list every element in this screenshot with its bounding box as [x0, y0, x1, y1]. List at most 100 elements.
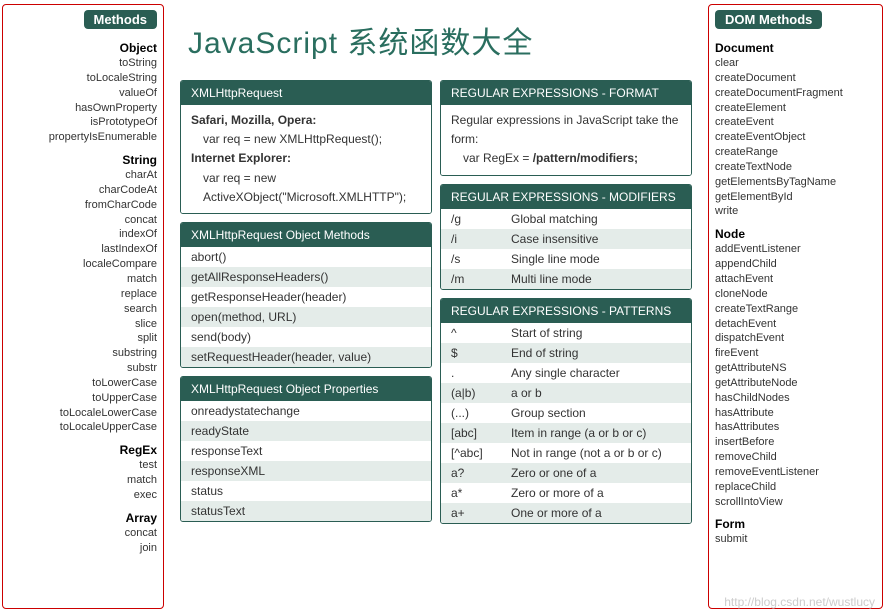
method-item: removeEventListener — [715, 465, 876, 480]
group-heading: Document — [715, 41, 876, 55]
method-item: substring — [9, 346, 157, 361]
method-item: toLocaleString — [9, 71, 157, 86]
panel-header-xhr-props: XMLHttpRequest Object Properties — [181, 377, 431, 401]
xhr-code-1: var req = new XMLHttpRequest(); — [203, 130, 421, 149]
method-item: getElementsByTagName — [715, 175, 876, 190]
table-row: $End of string — [441, 343, 691, 363]
right-sidebar-title: DOM Methods — [715, 10, 822, 29]
list-item-text: onreadystatechange — [191, 404, 300, 418]
method-item: getElementById — [715, 190, 876, 205]
list-item-text: setRequestHeader(header, value) — [191, 350, 371, 364]
method-item: createElement — [715, 101, 876, 116]
pattern-desc: One or more of a — [511, 506, 681, 520]
list-item-text: abort() — [191, 250, 226, 264]
panel-header-xhr: XMLHttpRequest — [181, 81, 431, 105]
method-item: toLocaleUpperCase — [9, 420, 157, 435]
pattern-key: [abc] — [451, 426, 511, 440]
pattern-desc: Item in range (a or b or c) — [511, 426, 681, 440]
list-item-text: send(body) — [191, 330, 251, 344]
panel-xhr-props: XMLHttpRequest Object Properties onready… — [180, 376, 432, 522]
method-item: createDocumentFragment — [715, 86, 876, 101]
left-sidebar: Methods ObjecttoStringtoLocaleStringvalu… — [2, 4, 164, 609]
group-heading: Node — [715, 227, 876, 241]
regex-format-pattern: /pattern/modifiers; — [533, 151, 638, 165]
method-item: replaceChild — [715, 480, 876, 495]
list-item: open(method, URL) — [181, 307, 431, 327]
method-item: addEventListener — [715, 242, 876, 257]
pattern-key: /i — [451, 232, 511, 246]
main-content: JavaScript 系统函数大全 XMLHttpRequest Safari,… — [166, 0, 706, 613]
col-right: REGULAR EXPRESSIONS - FORMAT Regular exp… — [440, 80, 692, 532]
table-row: /mMulti line mode — [441, 269, 691, 289]
method-item: join — [9, 541, 157, 556]
list-item: readyState — [181, 421, 431, 441]
panel-header-regex-modifiers: REGULAR EXPRESSIONS - MODIFIERS — [441, 185, 691, 209]
pattern-desc: Any single character — [511, 366, 681, 380]
table-row: a*Zero or more of a — [441, 483, 691, 503]
method-item: getAttributeNode — [715, 376, 876, 391]
table-row: a?Zero or one of a — [441, 463, 691, 483]
method-item: toString — [9, 56, 157, 71]
pattern-desc: a or b — [511, 386, 681, 400]
method-item: exec — [9, 488, 157, 503]
method-item: slice — [9, 317, 157, 332]
method-item: toLowerCase — [9, 376, 157, 391]
list-item-text: getResponseHeader(header) — [191, 290, 346, 304]
pattern-key: ^ — [451, 326, 511, 340]
method-item: valueOf — [9, 86, 157, 101]
method-item: lastIndexOf — [9, 242, 157, 257]
group-heading: Object — [9, 41, 157, 55]
pattern-desc: End of string — [511, 346, 681, 360]
pattern-key: [^abc] — [451, 446, 511, 460]
method-item: scrollIntoView — [715, 495, 876, 510]
xhr-label-ie: Internet Explorer: — [191, 151, 291, 165]
method-item: search — [9, 302, 157, 317]
method-item: hasAttribute — [715, 406, 876, 421]
xhr-label-safari: Safari, Mozilla, Opera: — [191, 113, 316, 127]
method-item: isPrototypeOf — [9, 115, 157, 130]
right-sidebar: DOM Methods DocumentclearcreateDocumentc… — [708, 4, 883, 609]
pattern-key: a? — [451, 466, 511, 480]
method-item: appendChild — [715, 257, 876, 272]
pattern-key: . — [451, 366, 511, 380]
col-left: XMLHttpRequest Safari, Mozilla, Opera: v… — [180, 80, 432, 532]
list-item-text: open(method, URL) — [191, 310, 296, 324]
regex-format-prefix: var RegEx = — [463, 151, 533, 165]
list-item-text: statusText — [191, 504, 245, 518]
table-row: .Any single character — [441, 363, 691, 383]
table-row: (...)Group section — [441, 403, 691, 423]
pattern-key: /m — [451, 272, 511, 286]
pattern-key: a+ — [451, 506, 511, 520]
panel-header-regex-patterns: REGULAR EXPRESSIONS - PATTERNS — [441, 299, 691, 323]
method-item: hasOwnProperty — [9, 101, 157, 116]
list-item: abort() — [181, 247, 431, 267]
pattern-desc: Global matching — [511, 212, 681, 226]
pattern-desc: Start of string — [511, 326, 681, 340]
method-item: concat — [9, 213, 157, 228]
panel-regex-patterns: REGULAR EXPRESSIONS - PATTERNS ^Start of… — [440, 298, 692, 524]
group-heading: Array — [9, 511, 157, 525]
pattern-desc: Group section — [511, 406, 681, 420]
regex-format-desc: Regular expressions in JavaScript take t… — [451, 111, 681, 149]
method-item: toUpperCase — [9, 391, 157, 406]
panel-body-regex-format: Regular expressions in JavaScript take t… — [441, 105, 691, 175]
method-item: propertyIsEnumerable — [9, 130, 157, 145]
method-item: insertBefore — [715, 435, 876, 450]
table-row: ^Start of string — [441, 323, 691, 343]
pattern-desc: Single line mode — [511, 252, 681, 266]
list-item: onreadystatechange — [181, 401, 431, 421]
method-item: createTextRange — [715, 302, 876, 317]
method-item: getAttributeNS — [715, 361, 876, 376]
table-row: /sSingle line mode — [441, 249, 691, 269]
table-row: [abc]Item in range (a or b or c) — [441, 423, 691, 443]
method-item: createRange — [715, 145, 876, 160]
method-item: hasAttributes — [715, 420, 876, 435]
method-item: substr — [9, 361, 157, 376]
method-item: createDocument — [715, 71, 876, 86]
method-item: match — [9, 473, 157, 488]
pattern-desc: Zero or one of a — [511, 466, 681, 480]
panel-xhr-methods: XMLHttpRequest Object Methods abort()get… — [180, 222, 432, 368]
method-item: charCodeAt — [9, 183, 157, 198]
list-item: getResponseHeader(header) — [181, 287, 431, 307]
method-item: attachEvent — [715, 272, 876, 287]
